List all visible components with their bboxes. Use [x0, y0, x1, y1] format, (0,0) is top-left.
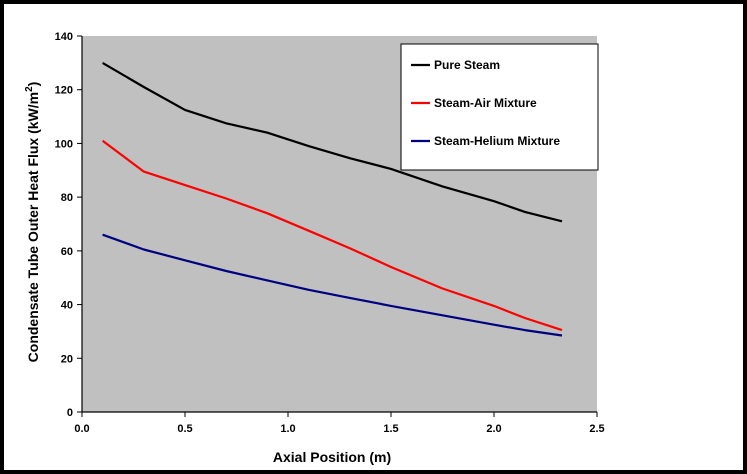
series-layer: [101, 61, 563, 337]
legend-label-steam-air-mixture: Steam-Air Mixture: [434, 96, 537, 110]
x-tick-label: 1.5: [383, 423, 398, 435]
ticks-layer: 0 20 40 60 80 100 120 140 0.0 0.5 1.0 1.5 2.0 2.5: [55, 31, 605, 435]
y-tick-label: 80: [61, 192, 73, 204]
x-tick-label: 0.5: [177, 423, 192, 435]
x-axis-title: Axial Position (m): [273, 449, 391, 465]
y-axis-title-end: ): [25, 82, 41, 87]
series-line-steam-air-mixture: [101, 139, 563, 332]
x-tick-label: 2.0: [486, 423, 501, 435]
y-tick-label: 0: [67, 407, 73, 419]
y-tick-label: 100: [55, 138, 73, 150]
y-axis-title-superscript: 2: [24, 86, 35, 92]
x-tick-label: 2.5: [589, 423, 604, 435]
y-tick-label: 60: [61, 246, 73, 258]
x-tick-label: 1.0: [280, 423, 295, 435]
y-tick-label: 140: [55, 31, 73, 43]
axes-layer: [81, 36, 597, 413]
series-line-pure-steam: [102, 61, 563, 223]
x-tick-label: 0.0: [74, 423, 89, 435]
legend: Pure Steam Steam-Air Mixture Steam-Helium …: [400, 43, 599, 171]
y-axis-title-main: Condensate Tube Outer Heat Flux (kW/m: [25, 92, 41, 362]
series-line-steam-helium-mixture: [102, 233, 563, 337]
y-tick-label: 40: [61, 300, 73, 312]
legend-label-steam-helium-mixture: Steam-Helium Mixture: [434, 134, 560, 148]
legend-label-pure-steam: Pure Steam: [434, 58, 500, 72]
y-tick-label: 20: [61, 353, 73, 365]
legend-items: Pure Steam Steam-Air Mixture Steam-Helium …: [411, 58, 560, 148]
legend-box: [400, 43, 599, 171]
y-axis-title: Condensate Tube Outer Heat Flux (kW/m2): [24, 82, 41, 363]
y-tick-label: 120: [55, 85, 73, 97]
